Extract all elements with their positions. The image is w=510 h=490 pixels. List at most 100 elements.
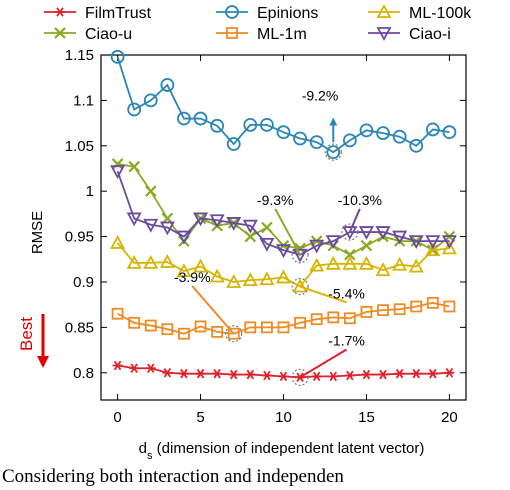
- data-point-filmtrust: [261, 370, 272, 381]
- y-tick-label: 0.9: [73, 274, 94, 291]
- data-point-ml-100k: [292, 278, 308, 293]
- y-axis-label: RMSE: [29, 211, 46, 254]
- best-arrowhead: [37, 356, 49, 368]
- data-point-epinions: [359, 123, 374, 138]
- data-point-ml-100k: [259, 271, 275, 286]
- data-point-epinions: [177, 111, 191, 126]
- data-point-ml-1m: [144, 319, 157, 332]
- x-tick-label: 5: [196, 409, 204, 426]
- x-tick-label: 20: [441, 409, 458, 426]
- data-point-ml-1m: [111, 307, 124, 320]
- data-point-filmtrust: [245, 369, 256, 380]
- data-point-ciao-i: [110, 165, 126, 180]
- annotation-circle: [291, 368, 309, 386]
- caption-text: Considering both interaction and indepen…: [2, 466, 344, 487]
- y-tick-label: 0.85: [65, 319, 94, 336]
- data-point-filmtrust: [112, 360, 123, 371]
- data-point-ciao-u: [128, 160, 140, 173]
- data-point-ml-100k: [441, 240, 457, 255]
- data-point-ciao-i: [309, 239, 325, 254]
- y-tick-label: 0.8: [73, 365, 94, 382]
- data-point-ciao-u: [244, 230, 257, 243]
- data-point-ciao-u: [294, 242, 306, 255]
- data-point-filmtrust: [444, 367, 455, 378]
- data-point-ciao-u: [261, 221, 273, 234]
- data-point-ml-100k: [126, 255, 142, 269]
- data-point-epinions: [160, 78, 175, 92]
- data-point-ml-100k: [242, 272, 258, 287]
- data-point-ml-1m: [377, 304, 389, 317]
- data-point-ml-1m: [360, 306, 373, 318]
- data-point-ciao-i: [209, 214, 225, 229]
- data-point-ciao-i: [392, 230, 408, 245]
- data-point-ml-100k: [425, 242, 441, 257]
- data-point-epinions: [260, 118, 274, 132]
- annotation-circle: [341, 223, 359, 241]
- annotation-arrow: [348, 208, 361, 233]
- annotation-circle: [324, 143, 342, 161]
- legend-label-filmtrust: FilmTrust: [85, 5, 152, 22]
- data-point-filmtrust: [344, 370, 355, 381]
- data-point-ciao-i: [143, 218, 159, 233]
- data-point-filmtrust: [411, 368, 422, 379]
- y-tick-label: 1.15: [65, 47, 94, 64]
- data-point-epinions: [425, 122, 440, 137]
- data-point-ml-1m: [393, 303, 406, 316]
- data-point-ciao-u: [144, 185, 157, 197]
- y-tick-label: 1: [86, 183, 94, 200]
- data-point-filmtrust: [195, 368, 206, 379]
- data-point-ml-1m: [410, 300, 423, 313]
- data-point-filmtrust: [361, 369, 372, 380]
- annotation-circle: [291, 246, 309, 264]
- data-point-ciao-i: [259, 237, 275, 252]
- data-point-filmtrust: [145, 363, 156, 373]
- legend-marker-ciao-u: [54, 27, 66, 39]
- data-point-epinions: [326, 145, 341, 160]
- data-point-filmtrust: [328, 371, 339, 382]
- data-point-ml-100k: [309, 257, 325, 272]
- data-point-ml-1m: [227, 327, 240, 340]
- annotation-label: -9.3%: [257, 192, 294, 208]
- data-point-ciao-i: [193, 212, 209, 227]
- best-label: Best: [17, 317, 36, 351]
- data-point-ml-100k: [159, 254, 175, 268]
- data-point-ml-100k: [176, 263, 192, 277]
- series-line-ml-1m: [117, 301, 450, 335]
- data-point-ml-100k: [143, 255, 159, 269]
- legend-marker-filmtrust: [55, 7, 65, 17]
- data-point-filmtrust: [212, 368, 223, 379]
- annotation-label: -3.9%: [174, 269, 211, 285]
- data-point-ml-100k: [209, 268, 225, 283]
- annotation-label: -5.4%: [328, 285, 365, 301]
- data-point-ciao-i: [126, 212, 142, 227]
- legend-marker-ml-1m: [226, 27, 238, 39]
- data-point-ciao-i: [292, 248, 308, 263]
- data-point-ml-100k: [110, 235, 126, 249]
- data-point-filmtrust: [278, 371, 289, 382]
- data-point-ml-100k: [275, 269, 292, 284]
- data-point-ml-1m: [261, 321, 273, 334]
- data-point-filmtrust: [427, 368, 438, 379]
- data-point-filmtrust: [162, 367, 173, 378]
- data-point-ciao-i: [325, 235, 341, 249]
- data-point-ciao-u: [111, 158, 124, 170]
- chart: 0 5 10 15 20 0.8 0.85 0.9 0.95 1 1.05 1.1 1.15 RMSE ds…: [17, 4, 472, 462]
- series-line-ciao-i: [116, 170, 450, 256]
- data-point-filmtrust: [295, 372, 306, 383]
- data-point-ciao-u: [360, 239, 373, 252]
- data-point-ml-1m: [443, 300, 456, 313]
- data-point-ciao-i: [342, 226, 358, 240]
- data-point-ciao-i: [358, 226, 374, 240]
- annotation-arrow: [299, 285, 347, 304]
- data-point-ml-1m: [128, 316, 141, 329]
- data-point-filmtrust: [311, 371, 322, 382]
- data-point-ml-1m: [194, 320, 207, 333]
- data-point-ciao-i: [242, 219, 258, 234]
- data-point-ciao-i: [408, 235, 424, 249]
- data-point-filmtrust: [378, 369, 389, 380]
- data-point-ciao-u: [344, 248, 356, 261]
- legend-label-ciao-i: Ciao-i: [409, 26, 451, 43]
- annotation-label: -1.7%: [328, 333, 365, 349]
- data-point-epinions: [193, 111, 208, 126]
- data-point-epinions: [342, 133, 357, 148]
